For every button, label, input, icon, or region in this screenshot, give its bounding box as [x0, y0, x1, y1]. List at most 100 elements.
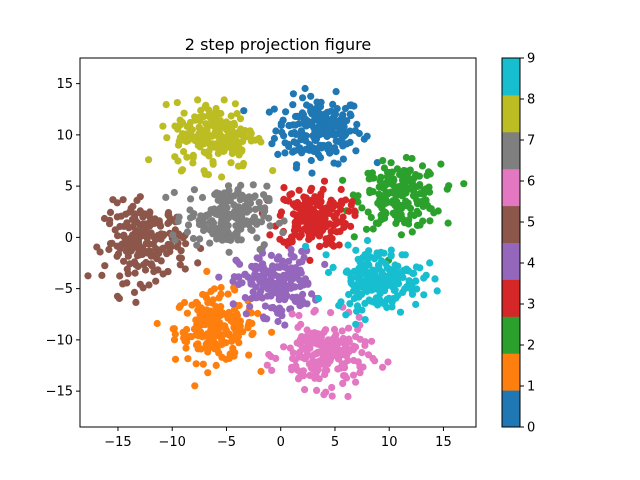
point-class-7: [189, 234, 197, 243]
point-class-5: [133, 252, 142, 260]
point-class-0: [289, 90, 297, 98]
colorbar-segment-8: [502, 94, 520, 133]
point-class-5: [114, 250, 123, 258]
point-class-6: [294, 323, 302, 331]
point-class-4: [236, 260, 244, 268]
x-tick-label: −15: [104, 435, 131, 450]
point-class-8: [235, 151, 243, 159]
point-class-9: [361, 316, 369, 324]
point-class-2: [408, 228, 416, 236]
point-class-7: [162, 193, 170, 201]
point-class-5: [154, 231, 162, 239]
point-class-6: [338, 327, 346, 335]
point-class-6: [368, 337, 376, 345]
point-class-3: [337, 185, 345, 194]
point-class-5: [106, 208, 115, 216]
point-class-9: [420, 274, 428, 282]
point-class-6: [337, 347, 345, 355]
point-class-5: [128, 245, 136, 253]
point-class-6: [345, 337, 353, 346]
point-class-4: [268, 287, 276, 295]
cluster-6: [263, 303, 392, 401]
point-class-5: [142, 239, 150, 247]
point-class-2: [354, 198, 362, 206]
point-class-9: [349, 281, 357, 289]
point-class-8: [207, 114, 215, 122]
x-tick-label: 5: [331, 435, 339, 450]
point-class-5: [136, 193, 144, 201]
y-axis: −15 −10 −5 0 5 10 15: [46, 77, 80, 400]
point-class-8: [183, 122, 191, 131]
point-class-9: [374, 261, 383, 269]
point-class-0: [346, 101, 354, 109]
point-class-9: [361, 285, 369, 293]
point-class-6: [321, 370, 329, 379]
point-class-8: [227, 159, 235, 167]
point-class-0: [332, 88, 340, 96]
point-class-9: [353, 302, 362, 310]
point-class-5: [116, 272, 124, 280]
cluster-1: [153, 267, 276, 390]
point-class-9: [322, 251, 330, 259]
point-class-4: [303, 300, 311, 308]
point-class-1: [203, 343, 211, 351]
point-class-6: [322, 388, 330, 396]
point-class-0: [290, 138, 298, 146]
point-class-3: [332, 219, 340, 227]
point-class-9: [384, 277, 392, 285]
point-class-8: [215, 134, 223, 142]
point-class-7: [255, 198, 263, 206]
point-class-2: [393, 165, 401, 173]
point-class-0: [325, 141, 333, 149]
point-class-4: [264, 278, 272, 286]
point-class-9: [416, 264, 424, 272]
point-class-4: [242, 310, 250, 318]
point-class-3: [340, 223, 348, 231]
point-class-6: [280, 343, 288, 351]
point-class-2: [460, 180, 468, 188]
point-class-1: [254, 309, 262, 318]
point-class-0: [285, 122, 293, 130]
point-class-3: [333, 228, 341, 236]
point-class-3: [328, 241, 336, 249]
point-class-8: [159, 122, 167, 130]
point-class-7: [201, 213, 209, 221]
point-class-2: [377, 211, 385, 219]
point-class-7: [220, 191, 228, 199]
point-class-5: [136, 209, 144, 217]
point-class-4: [248, 262, 256, 270]
y-tick-label: 10: [56, 128, 73, 143]
point-class-1: [170, 336, 179, 344]
point-class-0: [291, 147, 299, 155]
cluster-4: [215, 245, 329, 329]
y-tick-label: −15: [46, 385, 73, 400]
point-class-6: [324, 336, 332, 344]
point-class-1: [245, 351, 253, 359]
point-class-8: [173, 99, 181, 107]
point-class-5: [166, 244, 174, 252]
point-class-4: [255, 255, 263, 263]
point-class-1: [268, 328, 276, 336]
point-class-8: [202, 101, 210, 109]
point-class-0: [301, 84, 309, 93]
point-class-5: [106, 216, 114, 224]
point-class-4: [287, 245, 295, 254]
point-class-4: [277, 288, 285, 296]
point-class-2: [339, 176, 347, 184]
point-class-9: [344, 241, 352, 249]
point-class-5: [131, 269, 139, 277]
point-class-1: [211, 316, 219, 324]
point-class-0: [272, 127, 280, 135]
point-class-7: [238, 191, 246, 199]
point-class-6: [342, 352, 351, 360]
point-class-0: [307, 92, 315, 100]
point-class-2: [426, 217, 434, 225]
point-class-7: [262, 194, 270, 202]
point-class-0: [274, 150, 282, 158]
point-class-9: [343, 267, 351, 275]
point-class-9: [392, 270, 400, 278]
point-class-3: [317, 197, 325, 206]
point-class-8: [162, 101, 170, 109]
cluster-5: [84, 193, 205, 306]
point-class-9: [391, 261, 399, 269]
